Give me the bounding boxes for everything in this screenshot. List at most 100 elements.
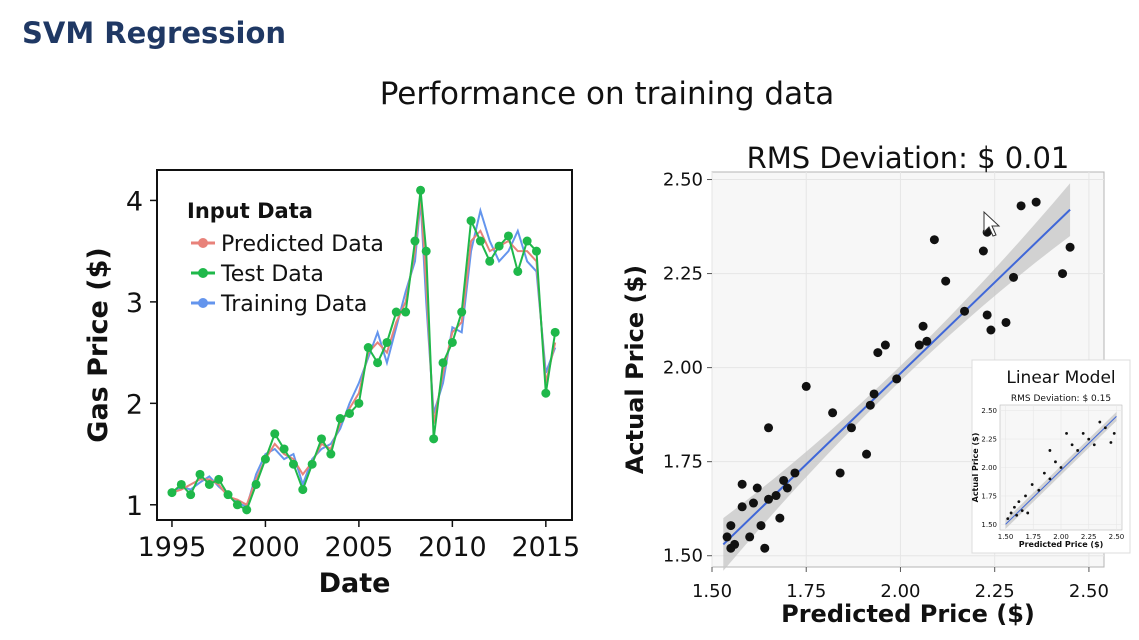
- inset-scatter-point: [1006, 517, 1010, 521]
- test-data-point: [541, 388, 551, 398]
- inset-x-tick-label: 1.50: [998, 533, 1014, 541]
- mouse-cursor-icon: [983, 210, 1001, 237]
- inset-scatter-point: [1065, 432, 1068, 435]
- scatter-point: [978, 246, 988, 256]
- inset-x-tick-label: 2.25: [1081, 533, 1097, 541]
- scatter-point: [722, 532, 732, 542]
- scatter-point: [779, 475, 789, 485]
- x-axis-title: Predicted Price ($): [781, 600, 1035, 628]
- inset-y-tick-label: 2.50: [981, 407, 997, 415]
- scatter-point: [745, 532, 755, 542]
- inset-scatter-point: [1015, 513, 1019, 517]
- legend-entry: Predicted Data: [221, 232, 384, 257]
- scatter-point: [764, 423, 774, 433]
- test-data-point: [204, 479, 214, 489]
- scatter-point: [828, 408, 838, 418]
- test-data-point: [307, 459, 317, 469]
- y-tick-label: 2: [126, 389, 143, 420]
- x-tick-label: 1.50: [692, 581, 732, 602]
- test-data-point: [214, 474, 224, 484]
- x-tick-label: 2005: [325, 532, 394, 563]
- inset-y-axis-title: Actual Price ($): [971, 433, 980, 503]
- plot-frame: [156, 169, 573, 521]
- test-data-point: [494, 241, 504, 251]
- scatter-point: [782, 483, 792, 493]
- y-tick-label: 1.50: [663, 546, 703, 567]
- x-tick-label: 2000: [231, 532, 300, 563]
- inset-scatter-point: [1070, 443, 1074, 447]
- scatter-point: [869, 389, 879, 399]
- test-data-point: [550, 327, 560, 337]
- inset-scatter-point: [1042, 471, 1046, 475]
- inset-label: Linear Model: [1006, 368, 1115, 388]
- x-tick-label: 1.75: [786, 581, 826, 602]
- test-data-point: [475, 236, 485, 246]
- test-data-point: [401, 307, 411, 317]
- test-data-point: [317, 434, 327, 444]
- scatter-point: [771, 491, 781, 501]
- scatter-point: [1016, 201, 1026, 211]
- x-tick-label: 1995: [138, 532, 207, 563]
- inset-scatter-point: [1103, 426, 1107, 430]
- slide-subtitle: Performance on training data: [379, 76, 835, 112]
- x-tick-label: 2.50: [1069, 581, 1109, 602]
- inset-scatter-point: [1017, 500, 1021, 503]
- test-data-point: [232, 500, 242, 510]
- inset-scatter-point: [1112, 432, 1116, 435]
- inset-fit-line: [1005, 416, 1117, 525]
- x-tick-label: 2015: [511, 532, 580, 563]
- scatter-point: [760, 543, 770, 553]
- test-data-point: [167, 488, 177, 498]
- test-data-point: [438, 358, 448, 368]
- test-data-point: [531, 246, 541, 256]
- inset-scatter-point: [1013, 505, 1016, 509]
- scatter-point: [801, 381, 811, 391]
- y-tick-label: 1.75: [663, 452, 703, 473]
- inset-y-tick-label: 2.25: [981, 436, 997, 444]
- inset-y-tick-label: 1.50: [981, 521, 997, 529]
- test-data-point: [429, 434, 439, 444]
- test-data-point: [363, 343, 373, 353]
- test-data-point: [288, 459, 298, 469]
- inset-scatter-point: [1092, 443, 1096, 447]
- scatter-point: [941, 276, 951, 286]
- test-data-point: [522, 236, 532, 246]
- test-data-point: [223, 490, 233, 500]
- scatter-point: [1065, 242, 1075, 252]
- scatter-point: [737, 502, 747, 512]
- test-data-point: [410, 236, 420, 246]
- test-data-point: [279, 444, 289, 454]
- test-data-point: [270, 429, 280, 439]
- scatter-point: [914, 340, 924, 350]
- scatter-point: [1058, 269, 1068, 279]
- test-data-point: [503, 231, 513, 241]
- inset-title: RMS Deviation: $ 0.15: [1011, 394, 1111, 404]
- scatter-point: [1001, 317, 1011, 327]
- inset-scatter-point: [1020, 509, 1024, 513]
- scatter-point: [835, 468, 845, 478]
- scatter-point: [846, 423, 856, 433]
- legend-swatch-dot: [198, 298, 208, 308]
- x-tick-label: 2010: [418, 532, 487, 563]
- test-data-point: [447, 337, 457, 347]
- scatter-point: [873, 348, 883, 358]
- chart-title: RMS Deviation: $ 0.01: [747, 141, 1070, 175]
- scatter-point: [929, 235, 939, 245]
- inset-x-axis-title: Predicted Price ($): [1019, 540, 1104, 549]
- inset-scatter-point: [1009, 511, 1013, 515]
- test-data-point: [298, 485, 308, 495]
- scatter-point: [1009, 272, 1019, 282]
- y-tick-label: 2.25: [663, 264, 703, 285]
- inset-scatter-point: [1081, 432, 1085, 435]
- legend-swatch-dot: [198, 238, 208, 248]
- scatter-point: [726, 521, 736, 531]
- scatter-point: [982, 310, 992, 320]
- test-data-point: [326, 449, 336, 459]
- scatter-point: [865, 400, 875, 410]
- scatter-point: [756, 521, 766, 531]
- test-data-point: [391, 307, 401, 317]
- inset-y-tick-label: 2.00: [981, 464, 997, 472]
- y-axis-title: Gas Price ($): [83, 247, 114, 442]
